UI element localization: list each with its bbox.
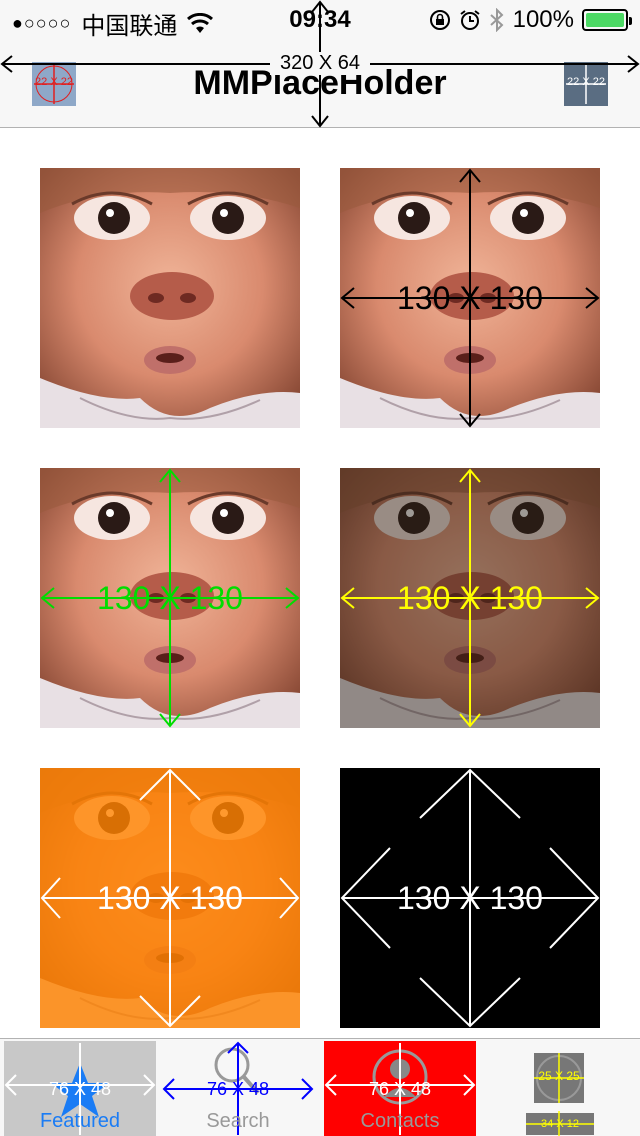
tab-label-size-label: 34 X 12 [541,1118,579,1130]
status-left: ●○○○○ 中国联通 [12,6,214,41]
status-bar: ●○○○○ 中国联通 09:34 100% [0,0,640,40]
alarm-icon [460,10,480,30]
nav-right-placeholder-icon [566,64,606,104]
baby-photo [40,168,300,428]
wifi-icon [187,12,214,33]
tab-more[interactable]: 25 X 25 34 X 12 [482,1041,634,1136]
star-icon [4,1043,156,1135]
size-measure-arrows [340,768,600,1028]
search-icon [162,1041,314,1135]
nav-left-placeholder-icon [34,64,74,104]
image-tile-5: 130 X 130 [40,768,300,1028]
tab-size-label: 76 X 48 [368,1079,432,1099]
tab-search[interactable]: 76 X 48 Search [162,1041,314,1136]
contacts-icon [324,1043,476,1135]
size-measure-arrows [40,468,300,728]
more-icon [526,1053,594,1136]
bluetooth-icon [489,8,504,32]
nav-bar-size-label: 320 X 64 [270,52,370,75]
status-right: 100% [429,6,632,34]
image-tile-6: 130 X 130 [340,768,600,1028]
tab-label: Search [206,1110,270,1132]
tab-label: Featured [39,1110,121,1132]
tile-size-label: 130 X 130 [397,580,543,616]
tile-size-label: 130 X 130 [397,280,543,316]
tab-contacts[interactable]: 76 X 48 Contacts [324,1041,476,1136]
size-measure-arrows [340,168,600,428]
battery-percent: 100% [512,6,574,33]
nav-right-button[interactable]: 22 X 22 [564,62,608,106]
tab-bar: 76 X 48 Featured 76 X 48 Search 76 X 48 … [0,1038,640,1136]
size-measure-arrows [40,768,300,1028]
image-tile-4: 130 X 130 [340,468,600,728]
tab-featured[interactable]: 76 X 48 Featured [4,1041,156,1136]
tile-size-label: 130 X 130 [97,580,243,616]
tab-size-label: 76 X 48 [206,1079,270,1099]
tab-label: Contacts [360,1110,440,1132]
image-tile-2: 130 X 130 [340,168,600,428]
rotation-lock-icon [429,10,450,30]
battery-icon [582,9,632,31]
size-measure-arrows [340,468,600,728]
carrier-name: 中国联通 [81,13,178,40]
image-tile-3: 130 X 130 [40,468,300,728]
tab-size-label: 76 X 48 [48,1079,112,1099]
signal-strength: ●○○○○ [12,13,72,33]
nav-right-size-label: 22 X 22 [567,76,605,88]
image-tile-1 [40,168,300,428]
tile-size-label: 130 X 130 [397,880,543,916]
nav-left-button[interactable]: 22 X 22 [32,62,76,106]
nav-left-size-label: 22 X 22 [35,76,73,88]
tab-icon-size-label: 25 X 25 [538,1069,580,1083]
tile-size-label: 130 X 130 [97,880,243,916]
